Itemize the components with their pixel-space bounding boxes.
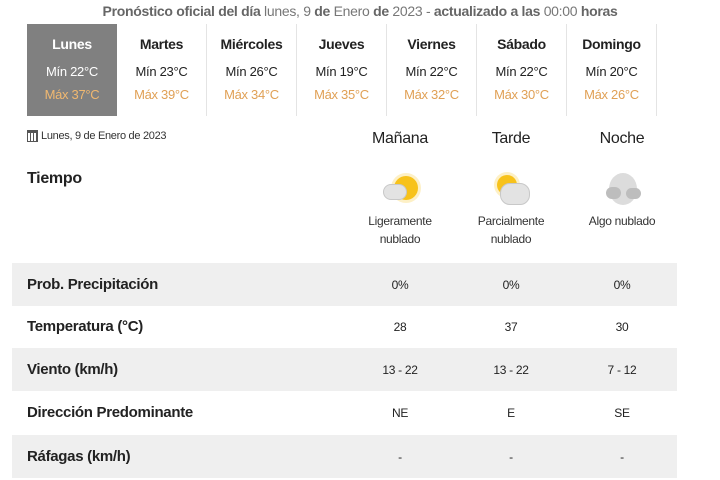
header-de: de [373, 3, 389, 19]
tab-lunes[interactable]: Lunes Mín 22°C Máx 37°C [27, 24, 117, 116]
tab-min: Mín 26°C [225, 64, 278, 79]
row-value: SE [614, 405, 630, 420]
forecast-header: Pronóstico oficial del día lunes, 9 de E… [0, 3, 720, 19]
row-value: - [620, 449, 624, 464]
tab-domingo[interactable]: Domingo Mín 20°C Máx 26°C [567, 24, 657, 116]
period-noche: Noche [599, 130, 645, 147]
tab-jueves[interactable]: Jueves Mín 19°C Máx 35°C [297, 24, 387, 116]
header-year: 2023 - [392, 3, 431, 19]
header-time: 00:00 [543, 3, 578, 19]
row-value: 0% [391, 277, 409, 292]
weather-manana: Ligeramente nublado [345, 172, 455, 248]
tab-min: Mín 22°C [495, 64, 548, 79]
row-label: Prob. Precipitación [27, 276, 158, 293]
weather-noche: Algo nublado [567, 172, 677, 230]
tab-day: Lunes [52, 36, 92, 52]
cloudy-night-icon [602, 172, 642, 208]
row-value: NE [391, 405, 409, 420]
row-temperature: Temperatura (°C) 28 37 30 [12, 305, 677, 348]
row-value: 37 [504, 319, 518, 334]
row-value: E [507, 405, 515, 420]
tab-min: Mín 22°C [405, 64, 458, 79]
row-value: 0% [502, 277, 520, 292]
row-label: Dirección Predominante [27, 404, 193, 421]
tab-max: Máx 39°C [134, 87, 189, 102]
tab-day: Martes [139, 36, 184, 52]
row-value: 28 [393, 319, 407, 334]
selected-date-text: Lunes, 9 de Enero de 2023 [41, 130, 167, 142]
row-wind: Viento (km/h) 13 - 22 13 - 22 7 - 12 [12, 348, 677, 391]
weather-desc: nublado [490, 232, 532, 246]
calendar-icon [27, 130, 38, 142]
tab-day: Domingo [582, 36, 641, 52]
row-direction: Dirección Predominante NE E SE [12, 391, 677, 434]
tab-min: Mín 19°C [315, 64, 368, 79]
tab-max: Máx 35°C [314, 87, 369, 102]
tab-max: Máx 30°C [494, 87, 549, 102]
sun-behind-small-cloud-icon [380, 172, 420, 208]
header-month: Enero [333, 3, 370, 19]
tab-max: Máx 37°C [44, 87, 100, 102]
tab-max: Máx 26°C [584, 87, 639, 102]
period-tarde: Tarde [491, 130, 531, 147]
tab-max: Máx 32°C [404, 87, 459, 102]
row-precipitation: Prob. Precipitación 0% 0% 0% [12, 263, 677, 306]
row-value: 13 - 22 [382, 362, 418, 377]
weather-desc: Parcialmente [477, 214, 545, 228]
tab-min: Mín 20°C [585, 64, 638, 79]
row-value: 13 - 22 [493, 362, 529, 377]
header-updated: actualizado a las [433, 3, 541, 19]
row-label: Ráfagas (km/h) [27, 448, 131, 465]
row-gusts: Ráfagas (km/h) - - - [12, 435, 677, 478]
tab-day: Jueves [318, 36, 365, 52]
header-hours: horas [580, 3, 618, 19]
row-value: 0% [613, 277, 631, 292]
weather-desc: Ligeramente [368, 214, 432, 228]
tab-day: Viernes [407, 36, 456, 52]
weather-label: Tiempo [27, 170, 82, 187]
day-tabs: Lunes Mín 22°C Máx 37°C Martes Mín 23°C … [27, 24, 657, 116]
row-value: - [509, 449, 513, 464]
tab-min: Mín 23°C [135, 64, 188, 79]
tab-miercoles[interactable]: Miércoles Mín 26°C Máx 34°C [207, 24, 297, 116]
row-value: 30 [615, 319, 629, 334]
weather-desc: nublado [379, 232, 421, 246]
tab-sabado[interactable]: Sábado Mín 22°C Máx 30°C [477, 24, 567, 116]
tab-day: Miércoles [220, 36, 283, 52]
header-de: de [314, 3, 331, 19]
row-value: 7 - 12 [607, 362, 637, 377]
tab-min: Mín 22°C [46, 64, 98, 79]
tab-viernes[interactable]: Viernes Mín 22°C Máx 32°C [387, 24, 477, 116]
weather-desc: Algo nublado [588, 214, 656, 228]
header-prefix: Pronóstico oficial del día [102, 3, 261, 19]
row-label: Viento (km/h) [27, 361, 118, 378]
tab-day: Sábado [497, 36, 546, 52]
row-value: - [398, 449, 402, 464]
tab-martes[interactable]: Martes Mín 23°C Máx 39°C [117, 24, 207, 116]
weather-tarde: Parcialmente nublado [456, 172, 566, 248]
period-manana: Mañana [371, 130, 429, 147]
header-date: lunes, 9 [264, 3, 311, 19]
tab-max: Máx 34°C [224, 87, 279, 102]
row-label: Temperatura (°C) [27, 318, 143, 335]
sun-behind-cloud-icon [491, 172, 531, 208]
selected-date: Lunes, 9 de Enero de 2023 [27, 130, 167, 142]
